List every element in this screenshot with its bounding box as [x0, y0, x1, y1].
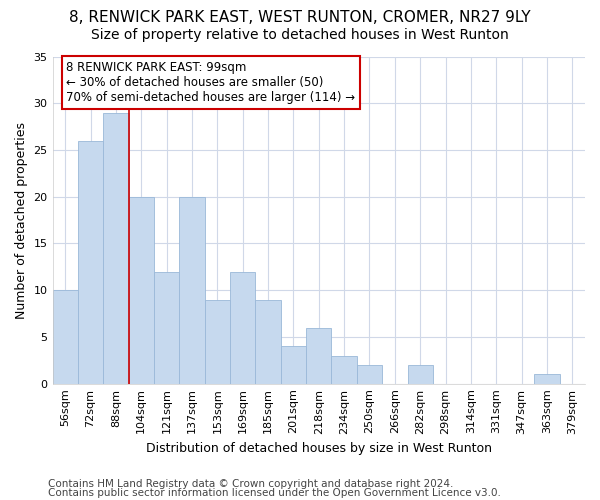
Bar	[103, 112, 128, 384]
Bar	[53, 290, 78, 384]
Text: Contains public sector information licensed under the Open Government Licence v3: Contains public sector information licen…	[48, 488, 501, 498]
Bar	[306, 328, 331, 384]
Bar	[179, 196, 205, 384]
Bar	[534, 374, 560, 384]
Text: 8, RENWICK PARK EAST, WEST RUNTON, CROMER, NR27 9LY: 8, RENWICK PARK EAST, WEST RUNTON, CROME…	[69, 10, 531, 25]
Bar	[205, 300, 230, 384]
Bar	[407, 365, 433, 384]
Bar	[281, 346, 306, 384]
Bar	[230, 272, 256, 384]
Bar	[357, 365, 382, 384]
Bar	[331, 356, 357, 384]
Text: 8 RENWICK PARK EAST: 99sqm
← 30% of detached houses are smaller (50)
70% of semi: 8 RENWICK PARK EAST: 99sqm ← 30% of deta…	[67, 61, 356, 104]
Text: Size of property relative to detached houses in West Runton: Size of property relative to detached ho…	[91, 28, 509, 42]
Text: Contains HM Land Registry data © Crown copyright and database right 2024.: Contains HM Land Registry data © Crown c…	[48, 479, 454, 489]
Bar	[128, 196, 154, 384]
Bar	[256, 300, 281, 384]
Bar	[78, 140, 103, 384]
Bar	[154, 272, 179, 384]
Y-axis label: Number of detached properties: Number of detached properties	[15, 122, 28, 318]
X-axis label: Distribution of detached houses by size in West Runton: Distribution of detached houses by size …	[146, 442, 492, 455]
